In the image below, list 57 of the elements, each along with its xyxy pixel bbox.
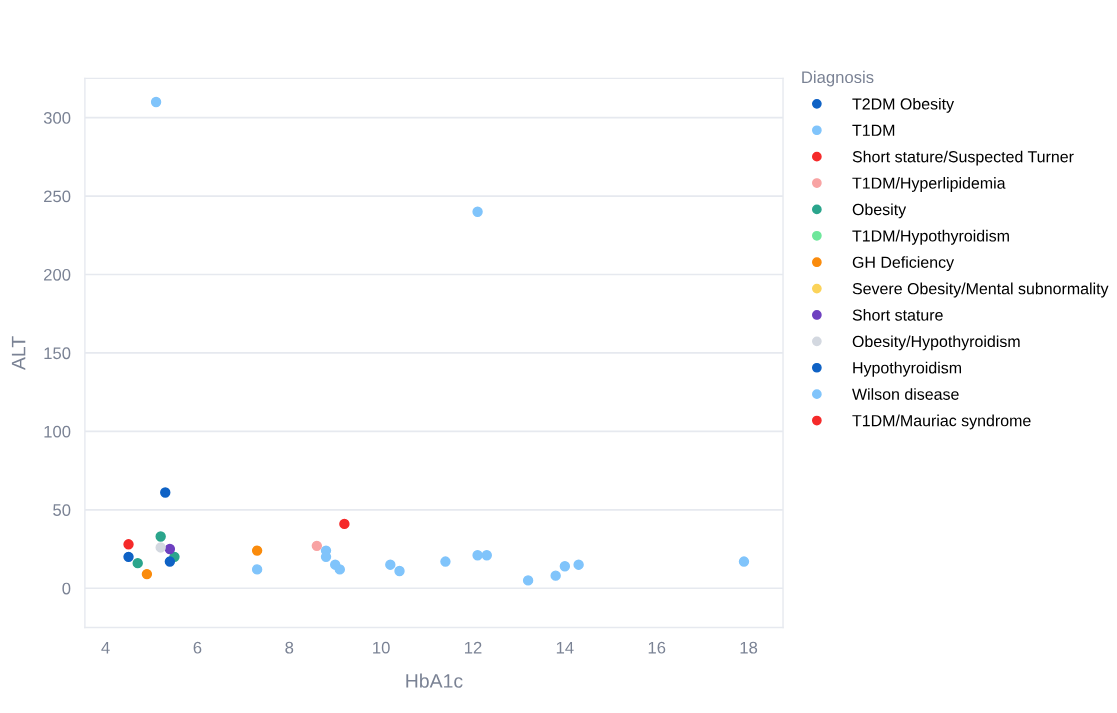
point bbox=[164, 543, 176, 555]
point bbox=[123, 551, 134, 563]
x-tick-label: 6 bbox=[193, 641, 202, 654]
point bbox=[123, 539, 134, 550]
point bbox=[339, 518, 350, 530]
x-tick-label: 4 bbox=[101, 641, 110, 654]
legend-label: Severe Obesity/Mental subnormality bbox=[852, 282, 1109, 298]
legend-label: T1DM bbox=[852, 124, 895, 136]
point bbox=[251, 564, 263, 575]
x-tick-label: 18 bbox=[740, 641, 758, 654]
y-tick-label: 300 bbox=[43, 112, 71, 124]
point bbox=[141, 568, 153, 580]
x-tick-label: 8 bbox=[285, 641, 294, 654]
point bbox=[164, 556, 176, 567]
y-tick-label: 150 bbox=[44, 347, 71, 360]
point bbox=[155, 542, 166, 553]
legend-label: T1DM/Hypothyroidism bbox=[852, 229, 1009, 245]
x-axis-title: HbA1c bbox=[406, 673, 463, 688]
point bbox=[155, 531, 166, 542]
x-tick-label: 10 bbox=[373, 641, 390, 654]
legend-label: GH Deficiency bbox=[852, 256, 955, 272]
y-axis-title: ALT bbox=[11, 336, 26, 371]
point bbox=[522, 575, 534, 586]
legend-label: Wilson disease bbox=[852, 388, 959, 400]
y-tick-label: 50 bbox=[53, 504, 71, 516]
point bbox=[385, 559, 396, 570]
x-tick-label: 12 bbox=[465, 641, 482, 654]
point bbox=[251, 545, 263, 556]
legend-label: Hypothyroidism bbox=[853, 361, 962, 377]
legend-label: T1DM/Mauriac syndrome bbox=[852, 414, 1031, 430]
point bbox=[472, 206, 483, 217]
point bbox=[311, 540, 323, 552]
point bbox=[334, 564, 345, 575]
x-tick-label: 16 bbox=[648, 641, 666, 654]
legend-label: Short stature/Suspected Turner bbox=[852, 150, 1074, 166]
legend-title: Diagnosis bbox=[802, 70, 874, 87]
point bbox=[132, 557, 143, 569]
y-tick-label: 100 bbox=[44, 425, 71, 438]
legend-label: Obesity/Hypothyroidism bbox=[852, 335, 1020, 351]
point bbox=[160, 487, 171, 498]
x-tick-label: 14 bbox=[556, 641, 574, 654]
point bbox=[394, 565, 405, 577]
legend-label: Short stature bbox=[852, 308, 943, 321]
point bbox=[738, 556, 750, 567]
y-tick-label: 200 bbox=[44, 268, 71, 281]
legend-label: T1DM/Hyperlipidemia bbox=[852, 177, 1006, 192]
point bbox=[481, 550, 492, 561]
point bbox=[472, 550, 483, 561]
legend-label: Obesity bbox=[852, 203, 907, 219]
legend-label: T2DM Obesity bbox=[852, 97, 955, 113]
point bbox=[550, 570, 561, 581]
point bbox=[559, 561, 571, 572]
point bbox=[440, 556, 451, 567]
y-tick-label: 250 bbox=[44, 190, 71, 203]
point bbox=[150, 96, 162, 108]
y-tick-label: 0 bbox=[62, 582, 71, 595]
point bbox=[573, 559, 584, 570]
